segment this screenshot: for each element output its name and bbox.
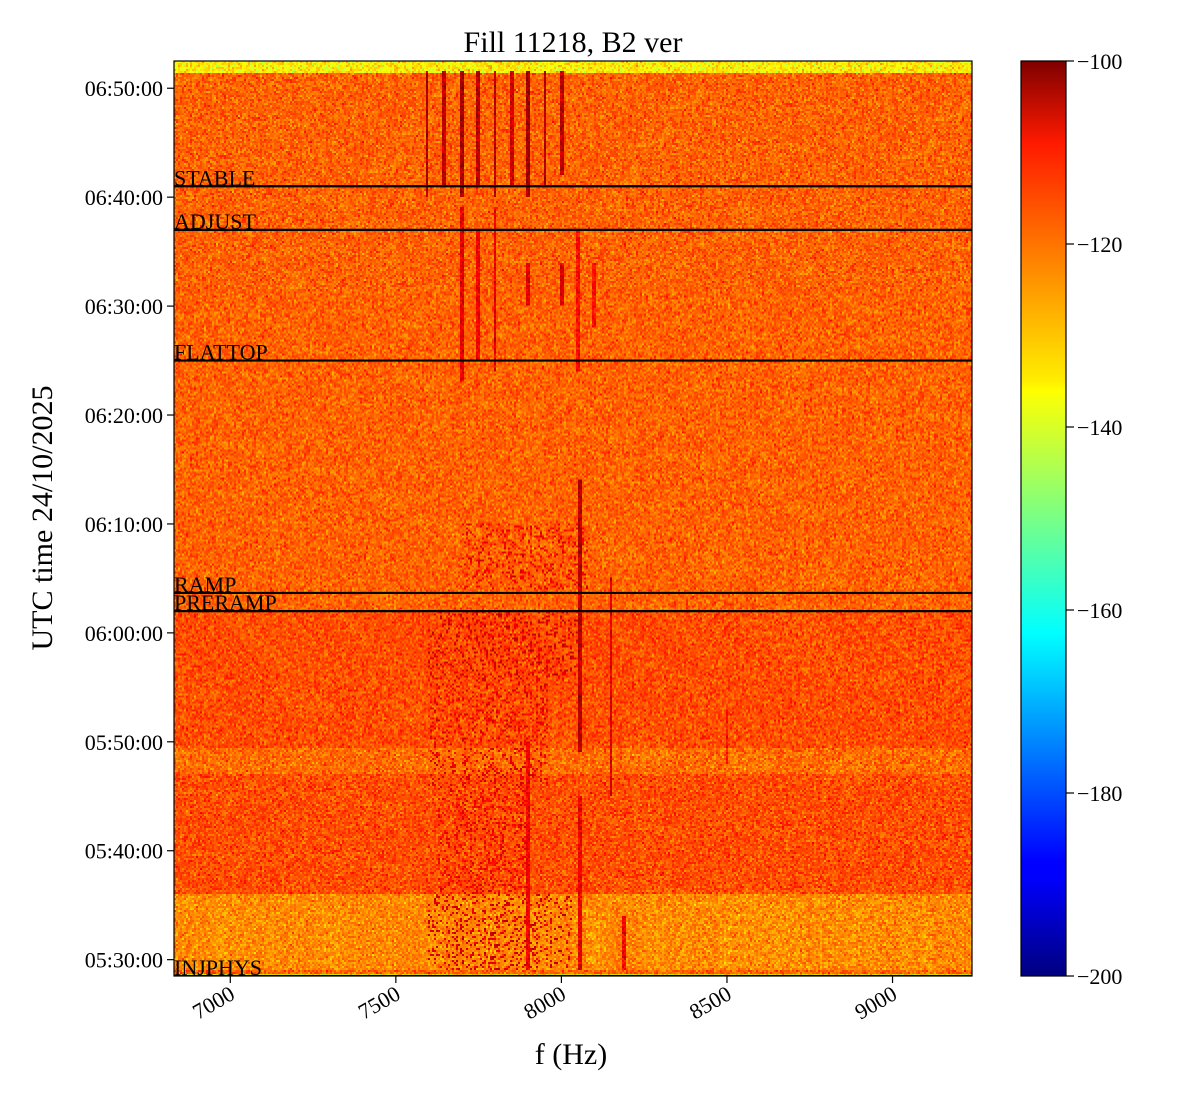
phase-label-adjust: ADJUST: [174, 209, 256, 234]
y-tick-label: 05:40:00: [85, 839, 163, 864]
x-axis-label: f (Hz): [535, 1038, 607, 1071]
colorbar-tick-label: −100: [1077, 49, 1122, 74]
y-axis-label: UTC time 24/10/2025: [26, 386, 59, 651]
x-tick-label: 7000: [188, 981, 239, 1025]
y-axis-ticks: 05:30:00 05:40:00 05:50:00 06:00:00 06:10:00…: [85, 76, 174, 973]
x-tick-label: 9000: [850, 981, 901, 1025]
y-tick-label: 06:50:00: [85, 76, 163, 101]
y-tick-label: 05:50:00: [85, 730, 163, 755]
spectrogram-image-container: [174, 61, 972, 976]
colorbar-tick-label: −160: [1077, 598, 1122, 623]
colorbar-ticks: −100 −120 −140 −160 −180 −200: [1066, 49, 1122, 989]
phase-label-preramp: PRERAMP: [174, 590, 277, 615]
chart-title: Fill 11218, B2 ver: [464, 26, 683, 59]
y-tick-label: 06:10:00: [85, 512, 163, 537]
x-axis-ticks: 7000 7500 8000 8500 9000: [188, 976, 901, 1024]
y-tick-label: 06:00:00: [85, 621, 163, 646]
phase-label-injphys: INJPHYS: [174, 955, 262, 980]
x-tick-label: 8500: [685, 981, 736, 1025]
colorbar-tick-label: −140: [1077, 415, 1122, 440]
colorbar-frame: [1020, 60, 1067, 977]
y-tick-label: 06:20:00: [85, 403, 163, 428]
plot-frame: [173, 60, 973, 977]
y-tick-label: 06:30:00: [85, 294, 163, 319]
x-tick-label: 7500: [354, 981, 405, 1025]
colorbar-tick-label: −180: [1077, 781, 1122, 806]
colorbar-tick-label: −120: [1077, 232, 1122, 257]
phase-label-stable: STABLE: [174, 165, 255, 190]
phase-label-flattop: FLATTOP: [174, 340, 268, 365]
x-tick-label: 8000: [519, 981, 570, 1025]
spectrogram-heatmap: [174, 61, 972, 976]
colorbar: −100 −120 −140 −160 −180 −200: [1020, 49, 1122, 989]
colorbar-tick-label: −200: [1077, 964, 1122, 989]
y-tick-label: 05:30:00: [85, 948, 163, 973]
colorbar-gradient: [1021, 61, 1066, 976]
phase-label-ramp: RAMP: [174, 572, 236, 597]
y-tick-label: 06:40:00: [85, 185, 163, 210]
